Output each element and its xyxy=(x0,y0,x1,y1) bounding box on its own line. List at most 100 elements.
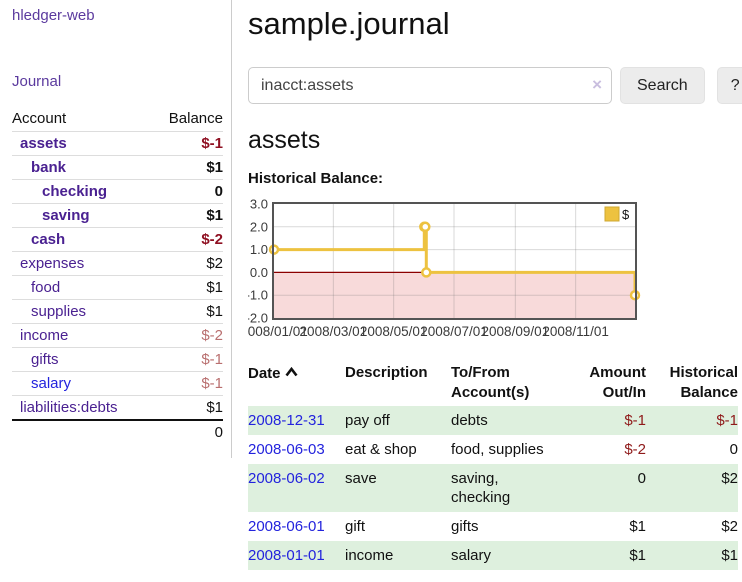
transaction-balance: $1 xyxy=(646,541,738,570)
y-axis-tick-label: 1.0 xyxy=(250,242,268,257)
transaction-accounts-text: food, supplies xyxy=(451,441,544,458)
transaction-date-link[interactable]: 2008-01-01 xyxy=(248,547,325,564)
account-row: saving $1 xyxy=(12,203,223,228)
account-link-saving[interactable]: saving xyxy=(42,207,90,224)
transaction-balance: $2 xyxy=(646,464,738,512)
account-balance: $1 xyxy=(151,275,223,300)
account-link-food[interactable]: food xyxy=(31,279,61,296)
transaction-date-link[interactable]: 2008-06-01 xyxy=(248,518,325,535)
negative-region xyxy=(274,272,635,318)
account-balance: $2 xyxy=(151,251,223,276)
account-link-cash[interactable]: cash xyxy=(31,231,66,248)
account-link-gifts[interactable]: gifts xyxy=(31,351,59,368)
x-axis-tick-label: 2008/07/01 xyxy=(420,324,488,339)
legend-label: $ xyxy=(622,207,630,222)
plot-border xyxy=(272,202,637,320)
transaction-date-link[interactable]: 2008-06-03 xyxy=(248,441,325,458)
x-axis-tick-label: 2008/01/01 xyxy=(248,324,308,339)
transaction-amount: $-2 xyxy=(624,441,646,458)
transaction-accounts-text: salary xyxy=(451,547,492,564)
search-input[interactable] xyxy=(248,67,612,104)
account-row: gifts $-1 xyxy=(12,347,223,372)
balance-column-header: Balance xyxy=(168,110,223,127)
transaction-accounts: gifts xyxy=(451,512,569,541)
sidebar-item-journal[interactable]: Journal xyxy=(12,73,62,90)
data-point-marker xyxy=(421,267,432,278)
search-button[interactable]: Search xyxy=(620,67,705,104)
transaction-accounts: food, supplies xyxy=(451,435,569,464)
x-axis-tick-label: 2008/09/01 xyxy=(482,324,550,339)
account-link-supplies[interactable]: supplies xyxy=(31,303,87,320)
accounts-total-spacer xyxy=(12,419,152,444)
search-box: × xyxy=(248,67,612,104)
data-point-marker xyxy=(420,221,431,233)
account-link-assets[interactable]: assets xyxy=(20,135,67,152)
page: hledger-web Journal Account Balance asse… xyxy=(0,0,742,570)
transaction-row: 2008-01-01 income salary $1 $1 xyxy=(248,541,738,570)
transaction-accounts: salary xyxy=(451,541,569,570)
transaction-date-link[interactable]: 2008-06-02 xyxy=(248,470,325,487)
sort-ascending-icon xyxy=(284,363,298,383)
help-button[interactable]: ? xyxy=(716,67,742,104)
date-column-label: Date xyxy=(248,365,281,382)
account-balance: 0 xyxy=(151,179,223,204)
account-row: income $-2 xyxy=(12,323,223,348)
account-link-income[interactable]: income xyxy=(20,327,69,344)
balance-column-header-main: Historical Balance xyxy=(646,362,738,406)
account-row: salary $-1 xyxy=(12,371,223,396)
account-link-checking[interactable]: checking xyxy=(42,183,108,200)
accounts-total-value: 0 xyxy=(151,419,223,444)
account-link-bank[interactable]: bank xyxy=(31,159,67,176)
account-heading: assets xyxy=(248,126,321,154)
account-balance: $1 xyxy=(151,203,223,228)
clear-search-icon[interactable]: × xyxy=(592,75,602,94)
x-axis-tick-label: 2008/11/01 xyxy=(542,324,609,339)
account-balance: $1 xyxy=(151,299,223,324)
transaction-accounts: debts xyxy=(451,406,569,435)
description-column-header: Description xyxy=(345,362,451,406)
description-column-label: Description xyxy=(345,364,428,381)
sidebar-accounts-body: assets $-1 bank $1 checking 0 saving $1 cash $-2 e… xyxy=(12,131,223,420)
account-row: cash $-2 xyxy=(12,227,223,252)
transaction-row: 2008-06-02 save saving, checking 0 $2 xyxy=(248,464,738,512)
balance-chart-svg: $3.0 2.0 1.0 0.0 -1.0 -2.02008/01/012008/03/0… xyxy=(240,197,641,339)
account-row: checking 0 xyxy=(12,179,223,204)
account-balance: $1 xyxy=(151,395,223,420)
date-column-header[interactable]: Date xyxy=(248,362,345,406)
y-axis-tick-label: 0.0 xyxy=(250,265,268,280)
transaction-row: 2008-12-31 pay off debts $-1 $-1 xyxy=(248,406,738,435)
amount-column-label-1: Amount xyxy=(589,364,646,381)
y-axis-tick-label: -1.0 xyxy=(248,288,268,303)
transaction-row: 2008-06-03 eat & shop food, supplies $-2 0 xyxy=(248,435,738,464)
account-balance: $-2 xyxy=(151,227,223,252)
transaction-amount: $1 xyxy=(569,541,646,570)
search-form: × Search ? xyxy=(248,67,742,104)
brand-link[interactable]: hledger-web xyxy=(12,7,95,24)
transaction-amount: $1 xyxy=(629,518,646,535)
account-row: food $1 xyxy=(12,275,223,300)
transaction-row: 2008-06-01 gift gifts $1 $2 xyxy=(248,512,738,541)
accounts-total-row: 0 xyxy=(12,419,223,444)
amount-column-header: Amount Out/In xyxy=(569,362,646,406)
chart-title: Historical Balance: xyxy=(248,170,384,187)
register-header-row: Date Description To/From Account(s) Amou… xyxy=(248,362,738,406)
account-balance: $-1 xyxy=(151,347,223,372)
page-title: sample.journal xyxy=(248,6,450,41)
transaction-balance: $-1 xyxy=(646,406,738,435)
register-body: 2008-12-31 pay off debts $-1 $-1 2008-06-03 ea… xyxy=(248,406,738,570)
transaction-description: pay off xyxy=(345,406,451,435)
accounts-table: Account Balance assets $-1 bank $1 checking 0… xyxy=(12,107,223,444)
register-table: Date Description To/From Account(s) Amou… xyxy=(248,362,738,570)
account-link-liabilities-debts[interactable]: liabilities:debts xyxy=(20,399,118,416)
account-balance: $-2 xyxy=(151,323,223,348)
sidebar: hledger-web Journal Account Balance asse… xyxy=(0,0,232,458)
balance-chart: $3.0 2.0 1.0 0.0 -1.0 -2.02008/01/012008/03/0… xyxy=(240,197,742,350)
account-balance: $-1 xyxy=(151,131,223,156)
account-link-salary[interactable]: salary xyxy=(31,375,72,392)
account-row: expenses $2 xyxy=(12,251,223,276)
balance-column-label-2: Balance xyxy=(680,384,738,401)
transaction-balance: $2 xyxy=(721,518,738,535)
account-link-expenses[interactable]: expenses xyxy=(20,255,85,272)
transaction-date-link[interactable]: 2008-12-31 xyxy=(248,412,325,429)
transaction-description: gift xyxy=(345,518,366,535)
